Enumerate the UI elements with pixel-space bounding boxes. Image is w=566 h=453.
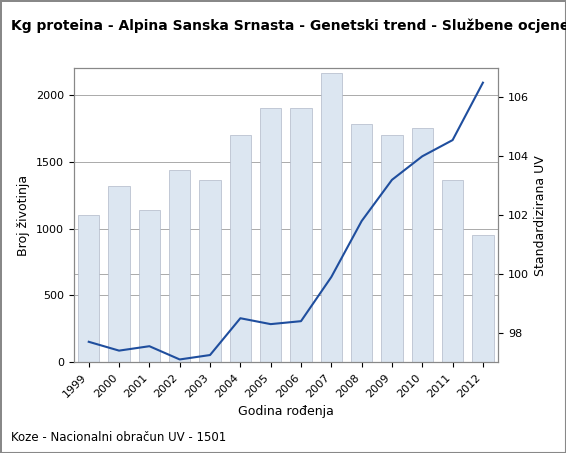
Bar — [260, 108, 281, 362]
Y-axis label: Broj životinja: Broj životinja — [17, 174, 30, 256]
Text: Kg proteina - Alpina Sanska Srnasta - Genetski trend - Službene ocjene: Kg proteina - Alpina Sanska Srnasta - Ge… — [11, 18, 566, 33]
Bar — [109, 186, 130, 362]
Bar — [78, 215, 100, 362]
Bar — [139, 210, 160, 362]
X-axis label: Godina rođenja: Godina rođenja — [238, 405, 334, 418]
Bar — [381, 135, 402, 362]
Bar — [442, 180, 463, 362]
Bar — [199, 180, 221, 362]
Bar — [321, 73, 342, 362]
Bar — [472, 235, 494, 362]
Bar — [169, 170, 190, 362]
Bar — [230, 135, 251, 362]
Y-axis label: Standardizirana UV: Standardizirana UV — [534, 155, 547, 275]
Text: Koze - Nacionalni obračun UV - 1501: Koze - Nacionalni obračun UV - 1501 — [11, 431, 226, 444]
Bar — [290, 108, 312, 362]
Bar — [411, 128, 433, 362]
Bar — [351, 124, 372, 362]
